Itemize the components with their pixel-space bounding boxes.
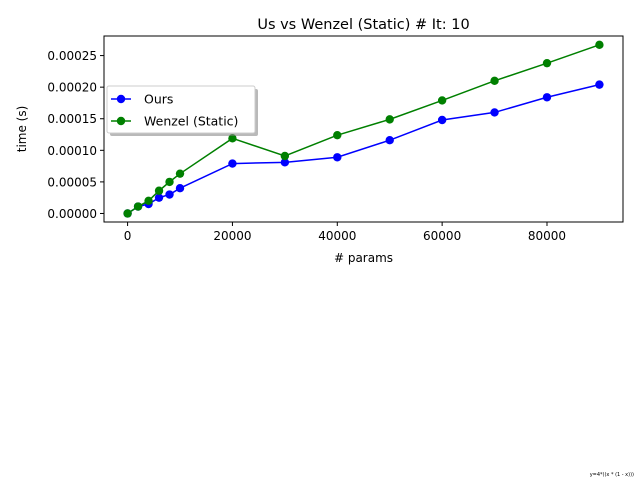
y-axis-label: time (s): [15, 106, 29, 153]
y-tick-label: 0.00025: [47, 49, 97, 63]
y-axis-ticks: 0.00000 0.00005 0.00010 0.00015 0.00020 0.000…: [47, 49, 104, 221]
y-tick-label: 0.00020: [47, 81, 97, 95]
series-2-point: [280, 151, 290, 161]
legend-box: [106, 85, 256, 134]
series-1-point: [385, 136, 394, 145]
series-1-point: [490, 108, 499, 117]
legend-marker-2: [116, 116, 126, 126]
series-1-point: [280, 158, 290, 167]
plot-frame: [103, 35, 624, 223]
series-1-point: [437, 115, 447, 125]
y-tick-label: 0.00000: [47, 207, 97, 221]
x-tick-label: 0: [124, 229, 132, 243]
x-tick-label: 20000: [213, 229, 251, 243]
footnote: y=4*((x * (1 - x))): [590, 472, 634, 478]
series-layer: [123, 40, 604, 218]
legend: Ours Wenzel (Static): [106, 85, 258, 136]
series-2-point: [490, 76, 499, 86]
series-2-point: [175, 169, 185, 178]
series-1-point: [333, 153, 342, 162]
series-2-point: [542, 58, 552, 68]
x-axis-label: # params: [334, 251, 393, 265]
y-tick-label: 0.00010: [47, 144, 97, 158]
chart-title: Us vs Wenzel (Static) # It: 10: [257, 17, 469, 33]
series-2-point: [385, 115, 394, 124]
legend-entries: Ours Wenzel (Static): [111, 92, 238, 129]
series-2-point: [154, 186, 164, 195]
series-2-point: [133, 202, 143, 211]
series-1-point: [595, 80, 604, 89]
legend-label-2: Wenzel (Static): [144, 114, 238, 129]
legend-marker-1: [116, 94, 126, 104]
x-tick-label: 40000: [318, 229, 356, 243]
series-2-point: [165, 177, 174, 187]
x-axis-ticks: 0 20000 40000 60000 80000: [124, 222, 566, 243]
series-2-point: [123, 209, 132, 218]
series-1-point: [228, 159, 237, 168]
series-1-point: [542, 93, 552, 102]
series-1-point: [154, 193, 164, 202]
x-tick-label: 60000: [423, 229, 461, 243]
series-2-point: [437, 96, 447, 105]
series-2-point: [228, 134, 237, 143]
legend-label-1: Ours: [144, 92, 173, 107]
y-tick-label: 0.00005: [47, 175, 97, 189]
series-1-point: [175, 184, 185, 193]
y-tick-label: 0.00015: [47, 112, 97, 126]
series-2-point: [144, 196, 153, 206]
series-2-point: [595, 40, 604, 50]
series-2-point: [333, 130, 342, 140]
x-tick-label: 80000: [528, 229, 566, 243]
series-1-point: [165, 190, 174, 199]
